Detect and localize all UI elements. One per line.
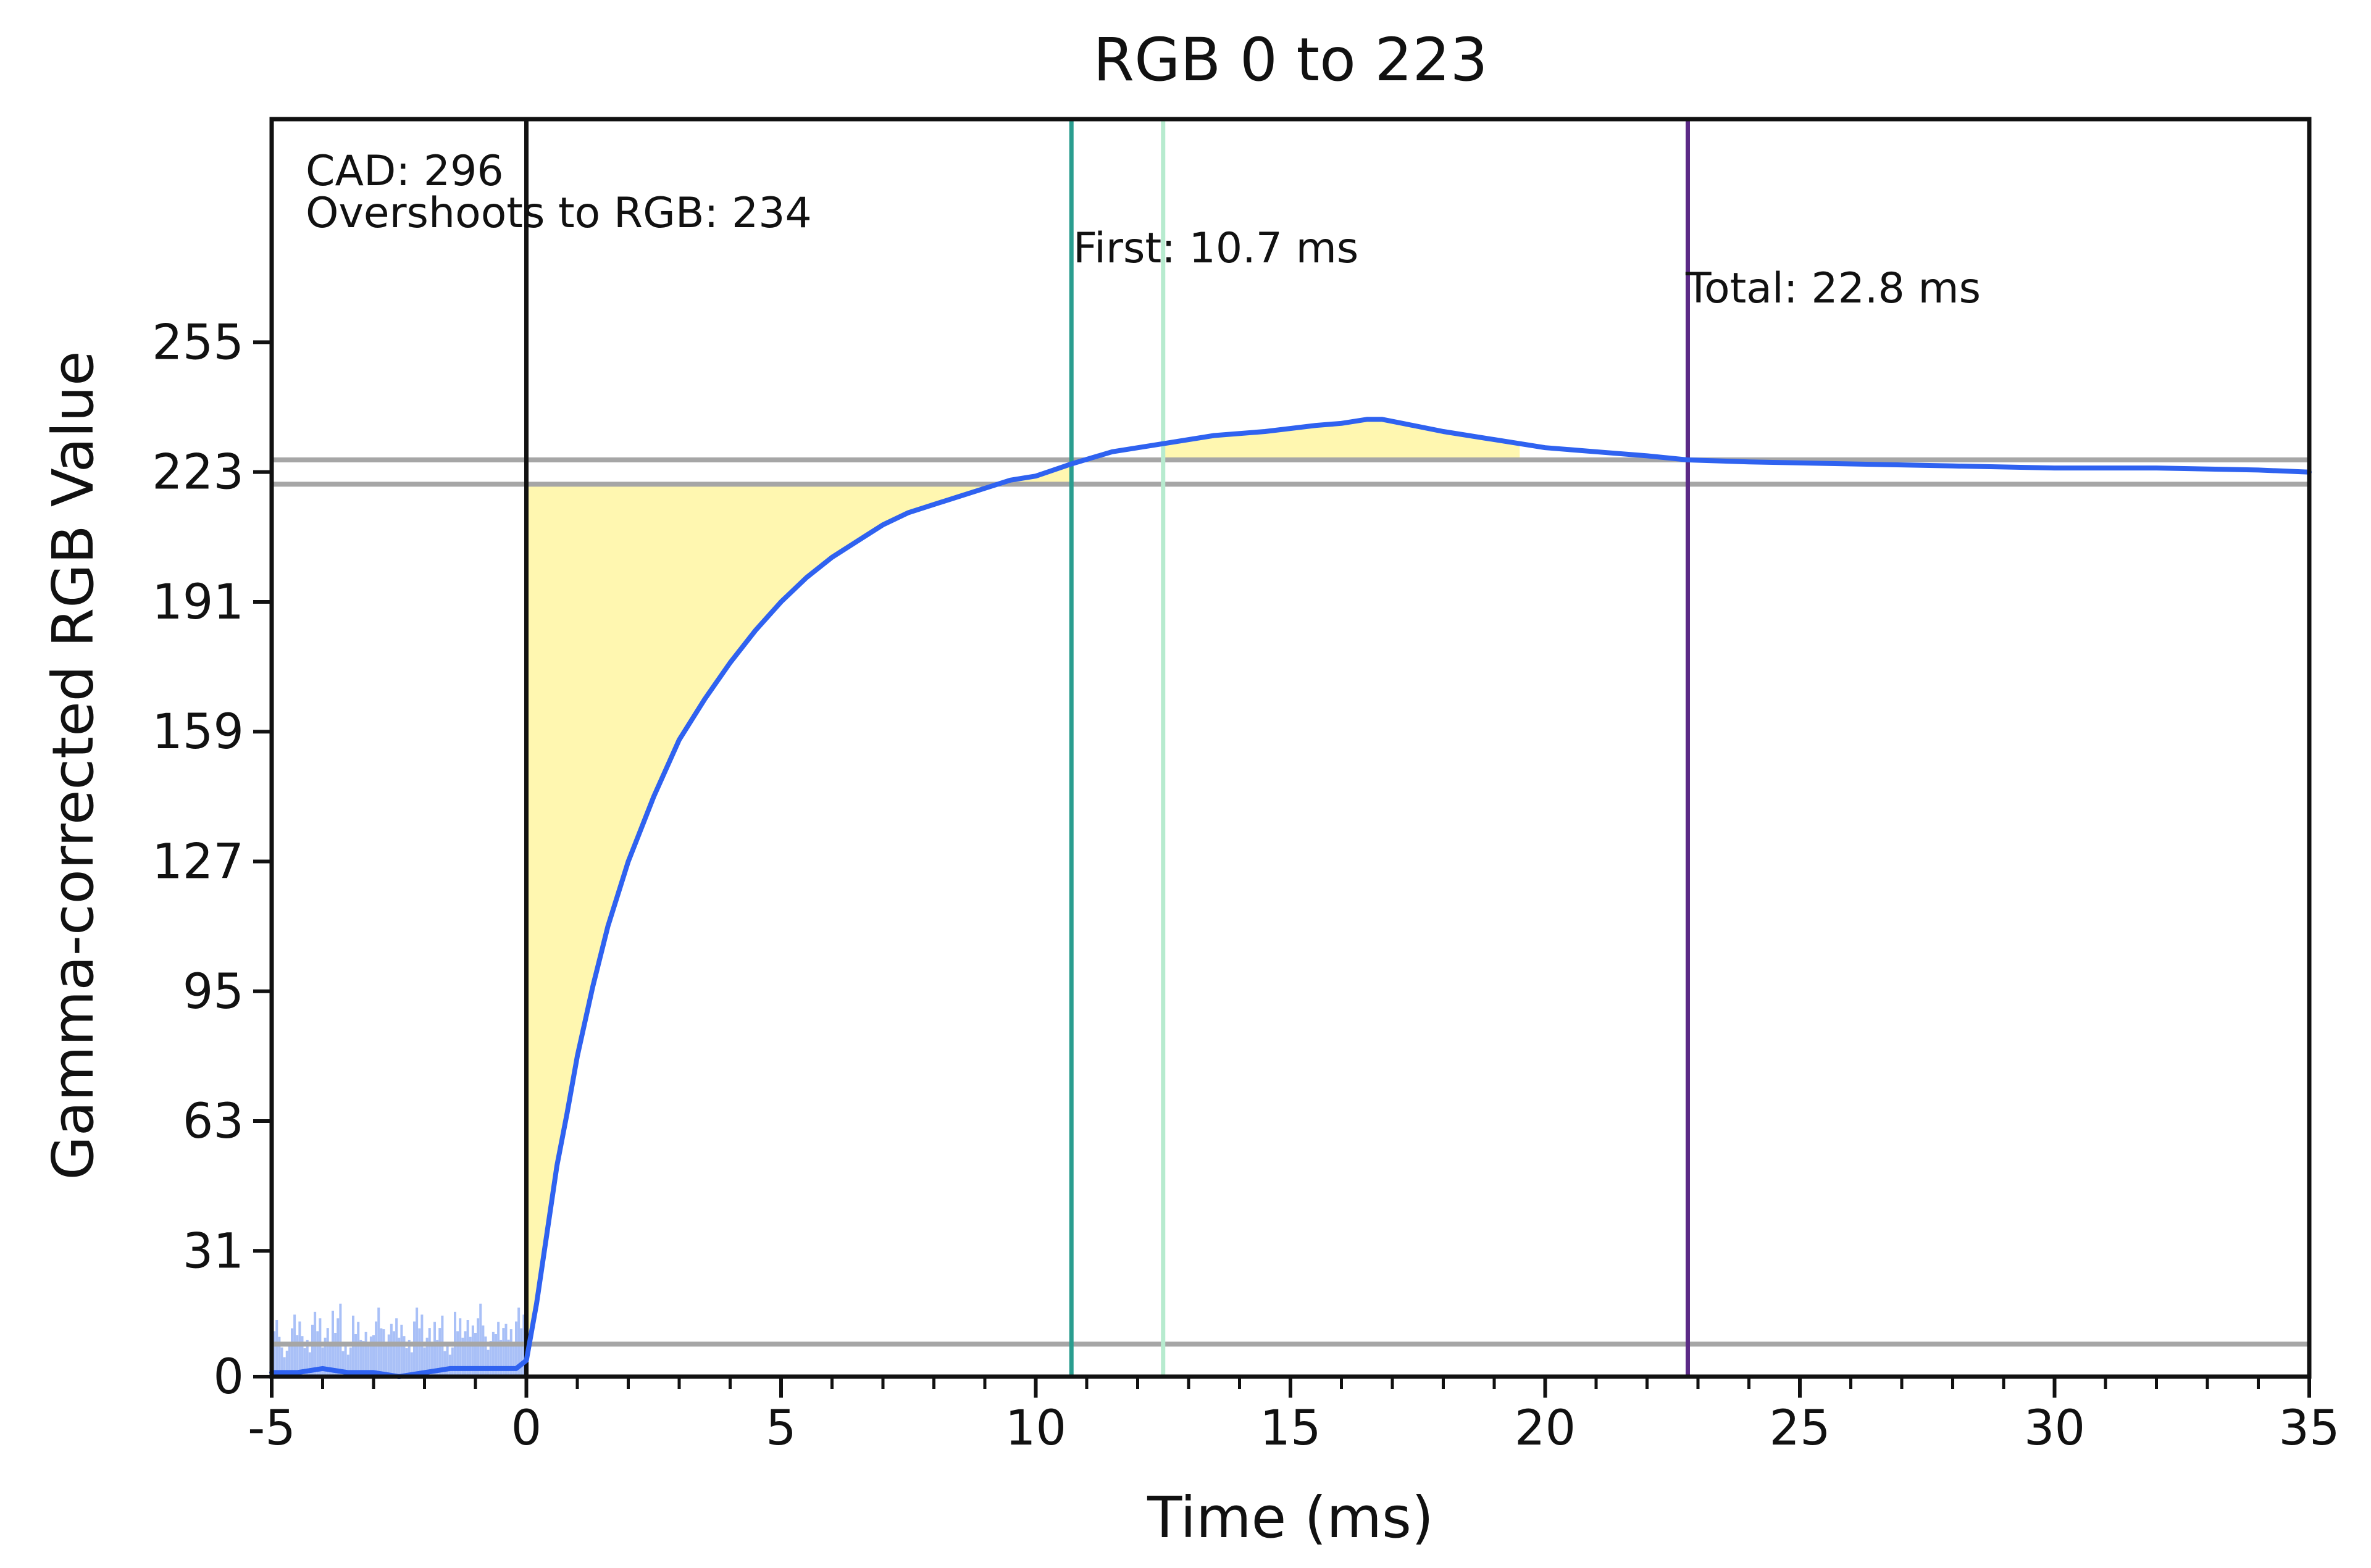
annotation-cad: CAD: 296 [306,147,504,196]
fill-rise-area [526,464,1072,1361]
y-tick-label: 223 [152,445,244,501]
x-tick-label: 25 [1769,1401,1830,1456]
x-tick-label: 35 [2278,1401,2340,1456]
series-line [269,417,2312,1379]
x-tick-label: -5 [248,1401,296,1456]
x-tick-label: 30 [2024,1401,2085,1456]
y-tick-label: 95 [183,964,244,1020]
x-tick-label: 10 [1005,1401,1066,1456]
y-tick-label: 255 [152,315,244,370]
annotation-total: Total: 22.8 ms [1685,264,1981,313]
x-tick-label: 5 [766,1401,797,1456]
annotation-overshoot: Overshoots to RGB: 234 [306,189,812,238]
chart-title: RGB 0 to 223 [1093,25,1487,94]
y-tick-label: 31 [183,1224,244,1279]
y-tick-label: 191 [152,575,244,630]
y-tick-label: 159 [152,704,244,760]
x-tick-label: 15 [1260,1401,1321,1456]
y-tick-label: 63 [183,1094,244,1149]
x-axis-label: Time (ms) [1147,1485,1434,1551]
x-tick-label: 20 [1515,1401,1576,1456]
x-tick-label: 0 [511,1401,542,1456]
y-tick-label: 0 [213,1349,244,1405]
y-tick-label: 127 [152,834,244,890]
annotation-first: First: 10.7 ms [1073,224,1358,273]
y-axis-label: Gamma-corrected RGB Value [40,351,106,1180]
